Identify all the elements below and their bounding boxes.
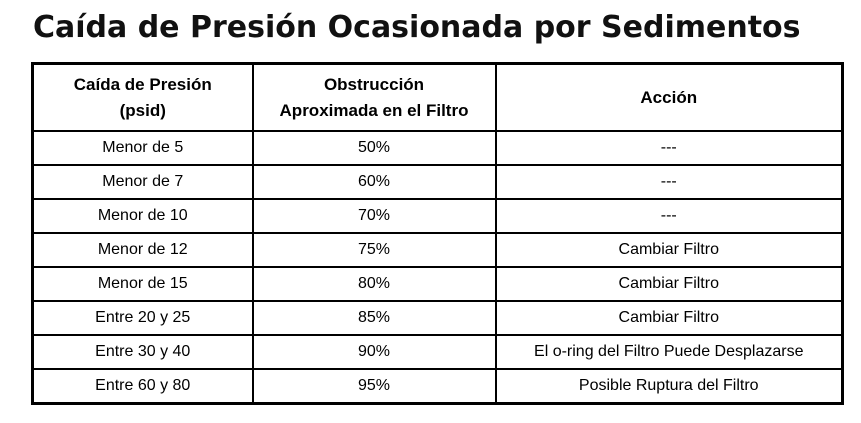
pressure-drop-table: Caída de Presión (psid) Obstrucción Apro… <box>31 62 844 405</box>
action-cell: Cambiar Filtro <box>494 266 844 302</box>
obstruction-cell: 75% <box>251 232 497 268</box>
table-row: Entre 20 y 25 85% Cambiar Filtro <box>31 300 844 336</box>
pressure-cell: Menor de 5 <box>31 130 254 166</box>
pressure-cell: Menor de 10 <box>31 198 254 234</box>
pressure-cell: Entre 60 y 80 <box>31 368 254 405</box>
action-cell: Cambiar Filtro <box>494 300 844 336</box>
action-cell: --- <box>494 164 844 200</box>
table-row: Menor de 7 60% --- <box>31 164 844 200</box>
pressure-cell: Entre 20 y 25 <box>31 300 254 336</box>
action-cell: Posible Ruptura del Filtro <box>494 368 844 405</box>
action-cell: --- <box>494 130 844 166</box>
pressure-cell: Entre 30 y 40 <box>31 334 254 370</box>
table-row: Menor de 5 50% --- <box>31 130 844 166</box>
obstruction-cell: 90% <box>251 334 497 370</box>
obstruction-cell: 80% <box>251 266 497 302</box>
header-action: Acción <box>494 62 844 132</box>
header-pressure-drop: Caída de Presión (psid) <box>31 62 254 132</box>
header-obstruction: Obstrucción Aproximada en el Filtro <box>251 62 497 132</box>
obstruction-cell: 50% <box>251 130 497 166</box>
pressure-cell: Menor de 15 <box>31 266 254 302</box>
table-row: Entre 60 y 80 95% Posible Ruptura del Fi… <box>31 368 844 405</box>
pressure-cell: Menor de 7 <box>31 164 254 200</box>
obstruction-cell: 85% <box>251 300 497 336</box>
obstruction-cell: 60% <box>251 164 497 200</box>
table-row: Menor de 15 80% Cambiar Filtro <box>31 266 844 302</box>
pressure-cell: Menor de 12 <box>31 232 254 268</box>
page-title: Caída de Presión Ocasionada por Sediment… <box>33 10 801 45</box>
action-cell: --- <box>494 198 844 234</box>
table-row: Menor de 10 70% --- <box>31 198 844 234</box>
header-obstruction-line1: Obstrucción <box>323 74 425 94</box>
header-obstruction-line2: Aproximada en el Filtro <box>279 100 469 120</box>
table-row: Entre 30 y 40 90% El o-ring del Filtro P… <box>31 334 844 370</box>
table-header-row: Caída de Presión (psid) Obstrucción Apro… <box>31 62 844 132</box>
obstruction-cell: 95% <box>251 368 497 405</box>
header-pressure-drop-line2: (psid) <box>119 100 166 120</box>
header-action-label: Acción <box>640 87 698 107</box>
header-pressure-drop-line1: Caída de Presión <box>73 74 212 94</box>
table-row: Menor de 12 75% Cambiar Filtro <box>31 232 844 268</box>
obstruction-cell: 70% <box>251 198 497 234</box>
action-cell: El o-ring del Filtro Puede Desplazarse <box>494 334 844 370</box>
action-cell: Cambiar Filtro <box>494 232 844 268</box>
